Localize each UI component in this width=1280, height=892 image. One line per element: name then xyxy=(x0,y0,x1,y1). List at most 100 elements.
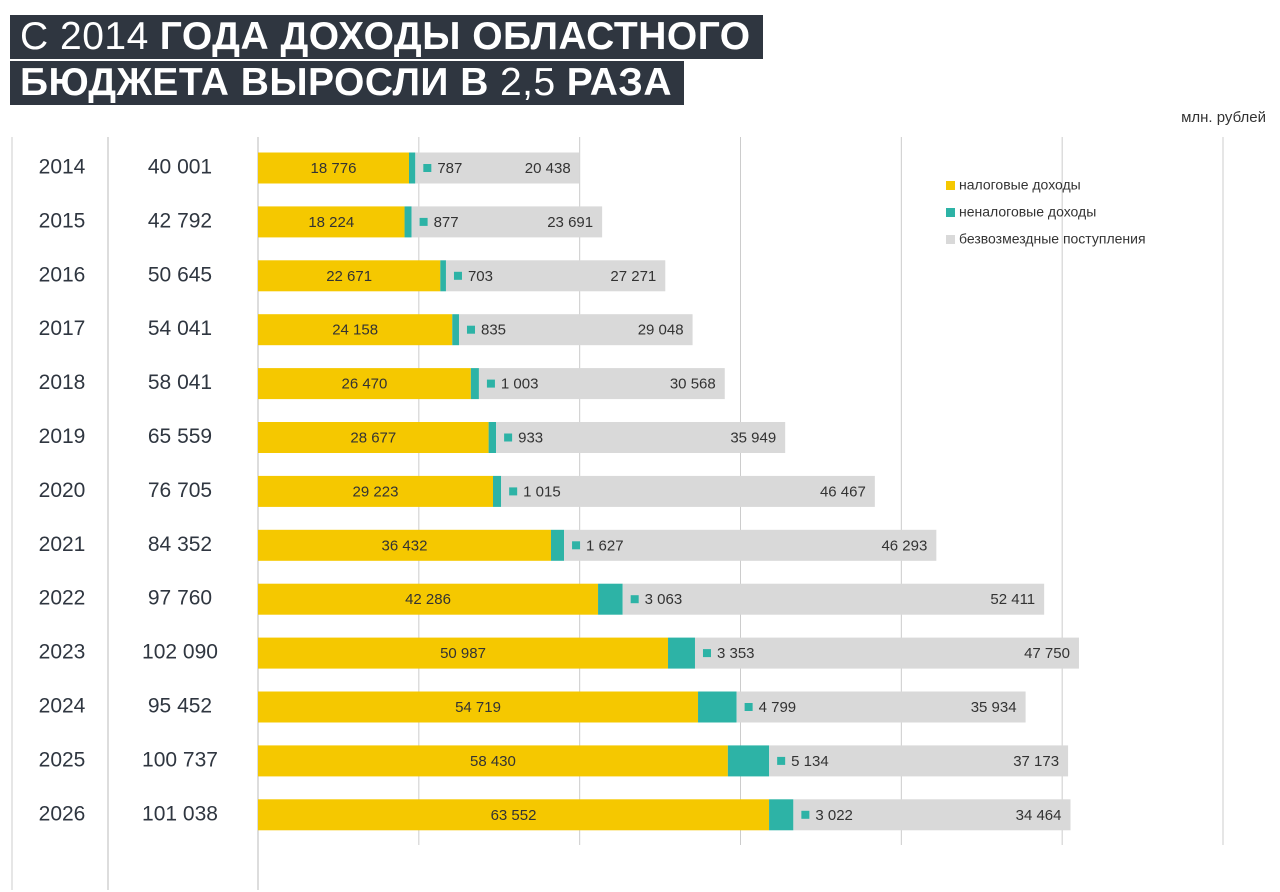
bar-segment xyxy=(258,583,599,615)
bar-segment xyxy=(668,637,695,669)
value-marker xyxy=(504,433,513,442)
bar-segment xyxy=(258,475,494,507)
value-marker xyxy=(572,541,581,550)
legend-label: безвозмездные поступления xyxy=(959,231,1146,247)
value-marker xyxy=(744,703,753,711)
value-label: 26 470 xyxy=(341,376,387,393)
value-marker xyxy=(630,595,639,604)
bar-segment xyxy=(258,206,405,238)
value-label: 4 799 xyxy=(759,699,797,716)
value-marker xyxy=(419,217,428,226)
legend-swatch xyxy=(946,208,955,217)
bar-segment xyxy=(694,637,1079,669)
category-label: 2023 xyxy=(39,641,86,664)
value-label: 3 353 xyxy=(717,645,755,662)
value-label: 18 776 xyxy=(311,160,357,177)
bar-segment xyxy=(445,260,666,292)
bar-segment xyxy=(488,422,497,453)
legend-label: неналоговые доходы xyxy=(959,204,1096,220)
title-part: ГОДА ДОХОДЫ ОБЛАСТНОГО xyxy=(159,15,751,58)
total-label: 102 090 xyxy=(142,641,218,664)
total-label: 100 737 xyxy=(142,748,218,771)
value-label: 34 464 xyxy=(1016,807,1062,824)
value-label: 35 949 xyxy=(730,429,776,446)
bar-segment xyxy=(258,637,669,669)
category-label: 2020 xyxy=(39,479,86,502)
unit-label: млн. рублей xyxy=(1181,109,1266,126)
total-label: 84 352 xyxy=(148,533,212,556)
value-label: 933 xyxy=(518,429,543,446)
bar-segment xyxy=(501,475,875,507)
value-label: 23 691 xyxy=(547,214,593,231)
value-label: 1 015 xyxy=(523,483,561,500)
total-label: 76 705 xyxy=(148,479,212,502)
title-line: С 2014 ГОДА ДОХОДЫ ОБЛАСТНОГО xyxy=(10,15,763,59)
value-marker xyxy=(466,325,475,334)
value-label: 54 719 xyxy=(455,699,501,716)
value-label: 37 173 xyxy=(1013,753,1059,770)
bar-segment xyxy=(258,422,489,453)
value-label: 28 677 xyxy=(350,429,396,446)
value-marker xyxy=(801,810,810,819)
bar-segment xyxy=(452,314,459,346)
bar-segment xyxy=(727,745,770,777)
bar-segment xyxy=(408,152,416,184)
category-label: 2026 xyxy=(39,802,86,825)
bar-segment xyxy=(493,475,502,507)
category-label: 2024 xyxy=(39,695,86,718)
value-label: 24 158 xyxy=(332,322,378,339)
value-label: 703 xyxy=(468,268,493,285)
total-label: 54 041 xyxy=(148,317,212,340)
category-label: 2018 xyxy=(39,371,86,394)
bar-segment xyxy=(258,152,409,184)
category-label: 2017 xyxy=(39,317,86,340)
bar-segment xyxy=(496,422,786,453)
category-label: 2021 xyxy=(39,533,86,556)
legend-label: налоговые доходы xyxy=(959,177,1081,193)
value-label: 3 063 xyxy=(645,591,683,608)
value-marker xyxy=(486,379,495,388)
category-label: 2025 xyxy=(39,748,86,771)
value-label: 3 022 xyxy=(815,807,853,824)
title-part: БЮДЖЕТА ВЫРОСЛИ В xyxy=(20,61,489,104)
value-label: 52 411 xyxy=(990,591,1035,608)
value-marker xyxy=(423,164,432,172)
legend-swatch xyxy=(946,181,955,190)
value-label: 835 xyxy=(481,322,506,339)
value-label: 46 293 xyxy=(881,537,927,554)
total-label: 50 645 xyxy=(148,263,212,286)
value-marker xyxy=(702,649,711,658)
total-label: 65 559 xyxy=(148,425,212,448)
value-label: 30 568 xyxy=(670,376,716,393)
title-line: БЮДЖЕТА ВЫРОСЛИ В 2,5 РАЗА xyxy=(10,61,685,105)
value-marker xyxy=(777,756,786,765)
total-label: 40 001 xyxy=(148,156,212,179)
bar-segment xyxy=(258,314,453,346)
bar-segment xyxy=(793,799,1071,831)
value-label: 1 003 xyxy=(501,376,539,393)
value-label: 27 271 xyxy=(610,268,656,285)
legend-swatch xyxy=(946,235,955,244)
category-label: 2019 xyxy=(39,425,86,448)
title: С 2014 ГОДА ДОХОДЫ ОБЛАСТНОГО БЮДЖЕТА ВЫРО… xyxy=(10,15,763,107)
value-label: 58 430 xyxy=(470,753,516,770)
bar-segment xyxy=(415,152,580,184)
bar-segment xyxy=(470,368,479,400)
value-label: 18 224 xyxy=(308,214,354,231)
bar-segment xyxy=(258,260,441,292)
category-label: 2014 xyxy=(39,156,86,179)
value-marker xyxy=(453,271,462,280)
bar-segment xyxy=(440,260,446,292)
total-label: 95 452 xyxy=(148,695,212,718)
title-part: 2,5 xyxy=(499,61,556,104)
bar-segment xyxy=(411,206,603,238)
value-label: 29 223 xyxy=(353,483,399,500)
total-label: 97 760 xyxy=(148,587,212,610)
bar-segment xyxy=(698,691,737,723)
bar-segment xyxy=(258,691,699,723)
category-label: 2015 xyxy=(39,209,86,232)
value-label: 50 987 xyxy=(440,645,486,662)
value-label: 46 467 xyxy=(820,483,866,500)
